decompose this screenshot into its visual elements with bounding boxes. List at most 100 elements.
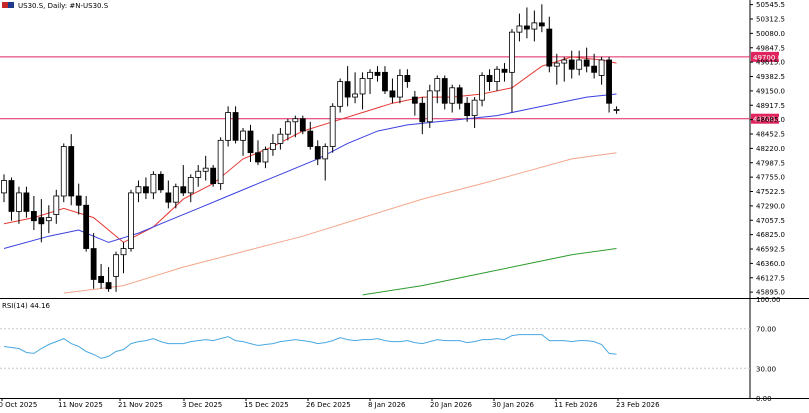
candle xyxy=(307,121,314,150)
candle xyxy=(501,63,508,82)
time-tick-label: 30 Oct 2025 xyxy=(0,401,37,409)
candle xyxy=(382,66,388,94)
candle-body xyxy=(277,133,284,144)
candle-body xyxy=(314,146,321,160)
candle xyxy=(486,69,493,91)
candle-body xyxy=(98,275,105,283)
level-price-tag xyxy=(751,113,779,124)
candle xyxy=(135,180,142,203)
candle xyxy=(561,56,568,82)
candle-body xyxy=(329,105,336,147)
candle xyxy=(262,146,269,169)
candle xyxy=(568,50,575,79)
candle xyxy=(299,115,306,135)
candle xyxy=(247,124,254,162)
candle-body xyxy=(591,65,598,73)
candle xyxy=(598,56,605,85)
candle-body xyxy=(16,192,22,212)
candle xyxy=(509,29,515,113)
candle-body xyxy=(255,152,261,163)
candle-body xyxy=(404,75,411,83)
price-tick-label: 46360.0 xyxy=(756,260,785,268)
candle xyxy=(98,263,105,289)
candle xyxy=(576,50,583,76)
candle xyxy=(38,199,45,243)
candle-body xyxy=(322,146,329,160)
candle-body xyxy=(494,68,500,83)
candle xyxy=(583,47,590,73)
candle xyxy=(471,97,478,128)
candle xyxy=(210,165,217,187)
candle xyxy=(53,189,60,224)
candle xyxy=(613,106,620,114)
candle xyxy=(8,177,15,221)
candle-body xyxy=(270,143,276,151)
candle-body xyxy=(299,118,306,132)
candle xyxy=(165,180,172,209)
candle-body xyxy=(509,31,515,73)
price-tick-label: 46825.0 xyxy=(756,231,785,239)
candle xyxy=(30,195,37,230)
price-tick-label: 47522.5 xyxy=(756,188,785,196)
candle-body xyxy=(30,211,37,222)
candle xyxy=(322,143,329,181)
price-tick-label: 47290.0 xyxy=(756,202,785,210)
candle-body xyxy=(359,78,366,95)
candle xyxy=(277,127,284,150)
candle xyxy=(344,66,351,107)
candle-body xyxy=(165,192,172,203)
candle-body xyxy=(524,25,530,30)
price-tick-label: 46592.5 xyxy=(756,246,785,254)
price-tick-label: 47755.0 xyxy=(756,174,785,182)
flag-icon xyxy=(2,2,8,8)
candle-body xyxy=(135,186,142,194)
candle-body xyxy=(292,118,299,123)
candle xyxy=(284,118,291,141)
price-tick-label: 48685.0 xyxy=(756,116,785,124)
candle-body xyxy=(60,146,67,197)
price-tick-label: 48917.5 xyxy=(756,102,785,110)
candle xyxy=(240,127,246,156)
candle-body xyxy=(411,96,418,104)
candle xyxy=(367,69,373,94)
candle-body xyxy=(501,68,508,73)
price-tick-label: 47057.5 xyxy=(756,217,785,225)
price-tick-label: 50080.0 xyxy=(756,30,785,38)
candle-body xyxy=(53,195,60,215)
candle-body xyxy=(217,139,224,185)
candle xyxy=(1,174,7,203)
horizontal-lines: 49700.0 48700.0 xyxy=(0,51,782,124)
main-panel xyxy=(0,0,809,399)
candle xyxy=(359,72,366,110)
candle-body xyxy=(240,130,246,141)
candle xyxy=(531,10,538,42)
candle-body xyxy=(8,180,15,212)
candle-body xyxy=(150,173,157,194)
candle xyxy=(352,72,358,104)
candle-body xyxy=(143,186,149,194)
candle xyxy=(105,267,112,292)
candle xyxy=(255,140,261,166)
candle xyxy=(45,205,52,234)
rsi-tick-label: 100.00 xyxy=(756,296,781,304)
candle-body xyxy=(367,71,373,79)
candle-body xyxy=(613,109,620,111)
time-tick-label: 30 Jan 2026 xyxy=(492,401,535,409)
candle-body xyxy=(456,87,463,104)
candle-body xyxy=(389,90,396,98)
candle-body xyxy=(195,170,202,178)
time-tick-label: 11 Nov 2025 xyxy=(58,401,103,409)
candle xyxy=(479,72,485,107)
moving-average-line xyxy=(362,248,617,296)
moving-average-line xyxy=(3,56,617,243)
time-tick-label: 3 Dec 2025 xyxy=(182,401,222,409)
candle xyxy=(426,84,433,128)
candle xyxy=(464,97,471,122)
candle xyxy=(434,75,441,104)
rsi-tick-label: 0.00 xyxy=(756,395,772,403)
candle xyxy=(397,69,403,104)
candle-body xyxy=(284,121,291,135)
rsi-tick-label: 70.00 xyxy=(756,326,776,334)
candle-body xyxy=(434,78,441,92)
level-price-label: 49700.0 xyxy=(753,54,782,62)
